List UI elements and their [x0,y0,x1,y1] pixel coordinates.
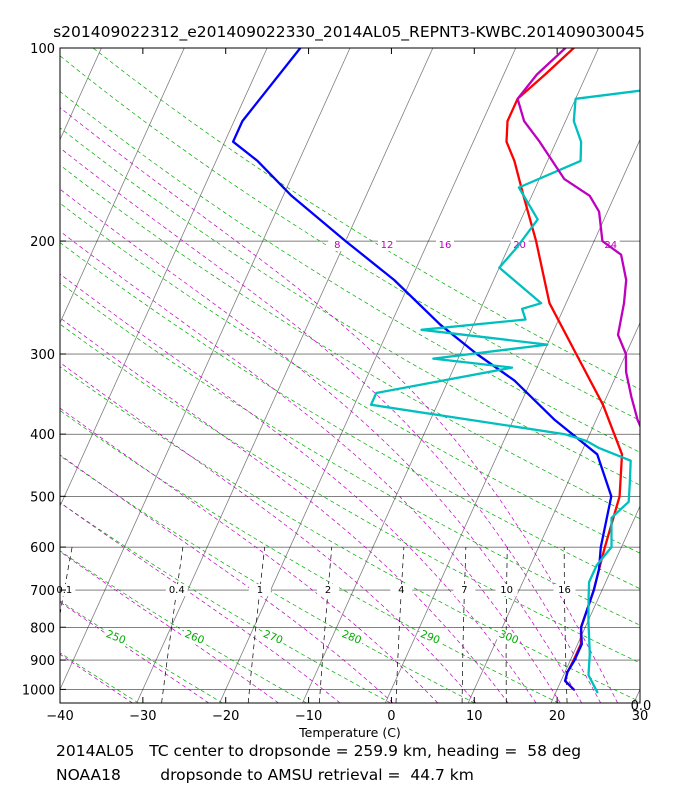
y-tick-label: 800 [30,621,55,636]
isotherm-line [60,48,351,691]
y-tick-label: 200 [30,235,55,250]
profile-line-3 [369,89,640,694]
mixing-ratio-line [319,547,333,703]
moist-adiabat-line [60,551,279,703]
isotherm-line [60,48,268,508]
label-bg [317,584,340,597]
y-tick-label: 700 [30,584,55,599]
moist-adiabat-line [60,230,561,703]
dry-adiabat-line [60,550,307,703]
line-label-layer: 81216202428320.10.4124710162502602702802… [53,239,620,648]
label-bg [259,627,287,648]
label-bg [553,584,576,597]
mixing-ratio-label: 7 [461,585,467,596]
moist-adiabat-label: 12 [381,240,394,251]
dry-adiabat-line [60,502,391,703]
profile-line-4 [516,48,640,429]
label-bg [390,584,413,597]
dry-adiabat-line [60,410,559,703]
moist-adiabat-line [60,273,537,703]
label-bg [601,239,620,252]
moist-adiabat-line [60,317,509,703]
label-bg [453,584,476,597]
footer-line-1: 2014AL05 TC center to dropsonde = 259.9 … [56,742,582,760]
isotherm-line [0,48,19,703]
x-tick-label: 0 [387,709,395,724]
x-tick-label: 30 [632,709,649,724]
x-tick-label: −30 [129,709,156,724]
label-bg [377,239,396,252]
footer-line-2: NOAA18 dropsonde to AMSU retrieval = 44.… [56,766,474,784]
isotherm-line [60,48,185,324]
mixing-ratio-label: 10 [500,585,513,596]
mixing-ratio-label: 2 [325,585,331,596]
mixing-ratio-label: 0.4 [169,585,185,596]
isotherm-line [633,688,640,703]
y-tick-label: 500 [30,490,55,505]
mixing-ratio-label: 16 [558,585,571,596]
axis-layer: −40 −30 −20 −10 0 10 20 30 100 200 300 400 500 600 700… [22,42,648,724]
isotherm-line [384,138,640,703]
mixing-ratio-line [247,547,266,703]
label-bg [416,627,444,648]
x-tick-label: −20 [212,709,239,724]
x-tick-label: −10 [295,709,322,724]
dry-adiabat-line [60,282,640,626]
isotherm-line [550,505,640,703]
plot-background [60,48,640,703]
dry-adiabat-line [60,652,139,703]
moist-adiabat-label: 8 [334,240,340,251]
y-tick-label: 100 [30,42,55,57]
label-bg [435,239,454,252]
corner-label: 0.0 [631,699,652,714]
dry-adiabat-line [60,127,640,486]
y-tick-label: 300 [30,348,55,363]
moist-adiabat-line [60,502,341,703]
y-tick-label: 400 [30,428,55,443]
label-bg [102,627,130,648]
mixing-ratio-label: 1 [257,585,263,596]
moist-adiabat-label: 16 [439,240,452,251]
dry-adiabat-line [60,242,640,590]
chart-title: s201409022312_e201409022330_2014AL05_REP… [53,23,645,42]
x-tick-label: 20 [549,709,566,724]
label-bg [180,627,208,648]
label-bg [328,239,347,252]
mixing-ratio-line [461,547,467,703]
dry-adiabat-line [60,323,640,664]
x-tick-label: 10 [466,709,483,724]
dry-adiabat-line [60,55,640,421]
plot-frame [59,47,641,704]
moist-adiabat-label: 24 [604,240,617,251]
label-bg [248,584,271,597]
y-tick-label: 600 [30,541,55,556]
moist-adiabat-line [60,107,618,703]
label-bg [338,627,365,648]
label-bg [165,584,188,597]
moist-adiabat-line [60,407,438,703]
profile-layer [231,48,640,694]
y-tick-label: 900 [30,654,55,669]
mixing-ratio-label: 4 [398,585,404,596]
dry-adiabat-line [60,164,640,520]
y-tick-label: 1000 [22,683,55,698]
dry-adiabat-line [0,48,55,703]
moist-adiabat-line [60,362,476,703]
dry-adiabat-line [60,600,223,703]
moist-adiabat-line [60,454,394,703]
mixing-ratio-line [161,547,184,703]
label-bg [495,584,518,597]
mixing-ratio-line [395,547,405,703]
label-bg [495,627,523,648]
x-tick-label: −40 [46,709,73,724]
x-axis-label: Temperature (C) [298,725,401,740]
